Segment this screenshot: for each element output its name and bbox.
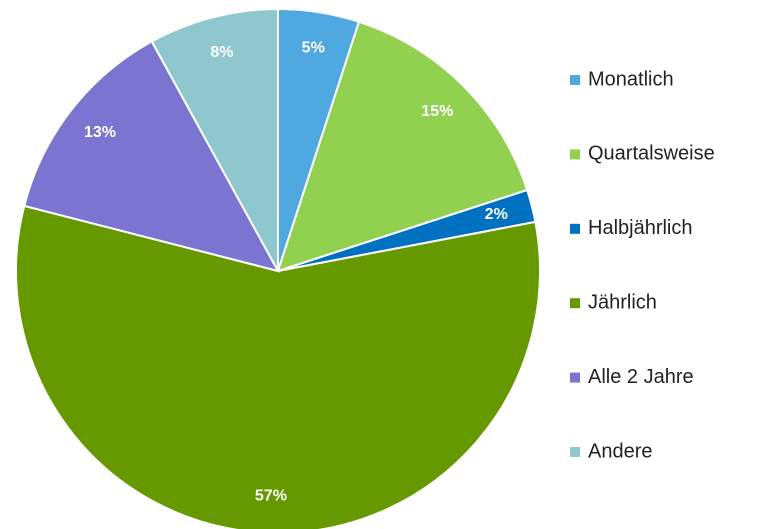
legend-swatch: [570, 447, 580, 457]
legend-label: Monatlich: [588, 68, 674, 90]
slice-label: 2%: [485, 206, 508, 223]
slice-label: 13%: [84, 124, 116, 141]
legend-label: Alle 2 Jahre: [588, 366, 694, 388]
legend-swatch: [570, 75, 580, 85]
slice-label: 15%: [421, 103, 453, 120]
legend-swatch: [570, 223, 580, 234]
slice-label: 5%: [302, 40, 325, 57]
legend-swatch: [570, 149, 580, 160]
pie-slice: [15, 204, 541, 529]
slice-label: 8%: [210, 44, 233, 61]
legend-label: Andere: [588, 440, 653, 462]
legend-swatch: [570, 372, 580, 383]
legend-label: Halbjährlich: [588, 217, 693, 239]
legend-label: Quartalsweise: [588, 143, 715, 165]
pie-slice: [150, 7, 279, 272]
slice-label: 57%: [255, 487, 287, 504]
legend-swatch: [570, 298, 580, 309]
pie-slice: [23, 40, 280, 273]
pie-slice: [276, 20, 529, 273]
legend-label: Jährlich: [588, 291, 657, 313]
